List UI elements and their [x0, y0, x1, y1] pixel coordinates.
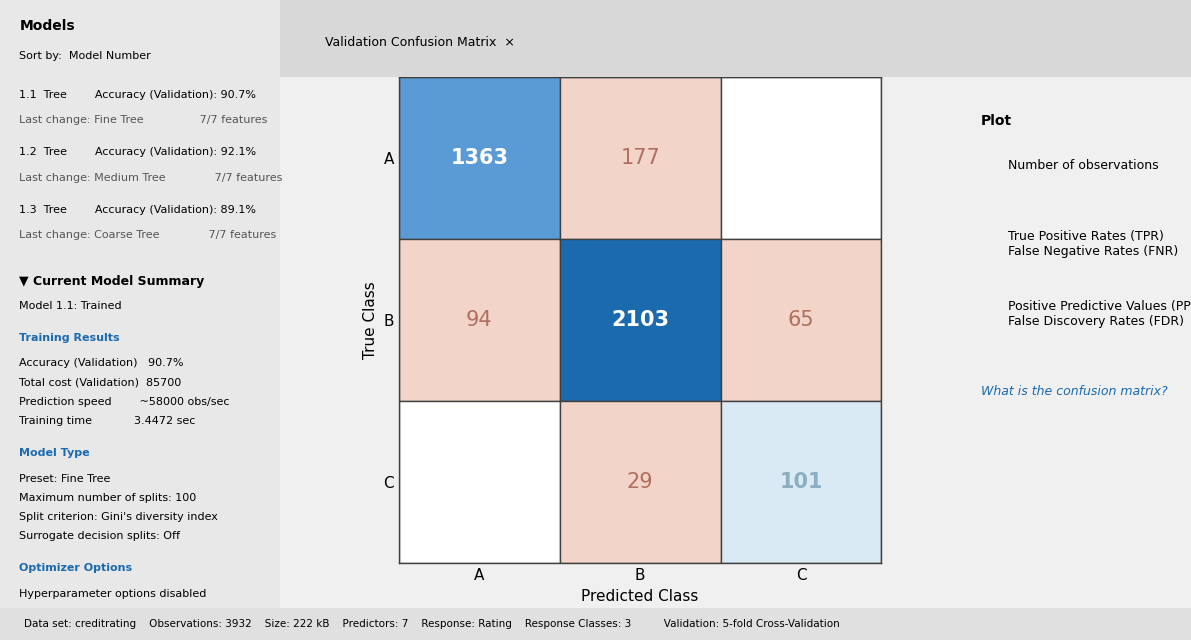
Text: Maximum number of splits: 100: Maximum number of splits: 100 [19, 493, 197, 503]
Text: Surrogate decision splits: Off: Surrogate decision splits: Off [19, 531, 180, 541]
Text: 94: 94 [466, 310, 493, 330]
Text: 1.1  Tree        Accuracy (Validation): 90.7%: 1.1 Tree Accuracy (Validation): 90.7% [19, 90, 256, 100]
X-axis label: Predicted Class: Predicted Class [581, 589, 699, 604]
Text: Number of observations: Number of observations [1008, 159, 1159, 172]
Text: Preset: Fine Tree: Preset: Fine Tree [19, 474, 111, 484]
Text: 177: 177 [621, 148, 660, 168]
Text: Data set: creditrating    Observations: 3932    Size: 222 kB    Predictors: 7   : Data set: creditrating Observations: 393… [24, 619, 840, 629]
Text: Optimizer Options: Optimizer Options [19, 563, 132, 573]
Text: Model 1.1: Trained: Model 1.1: Trained [19, 301, 121, 311]
Text: Hyperparameter options disabled: Hyperparameter options disabled [19, 589, 207, 599]
Text: Validation Confusion Matrix  ×: Validation Confusion Matrix × [325, 36, 516, 49]
Text: Training Results: Training Results [19, 333, 120, 343]
Text: True Positive Rates (TPR)
False Negative Rates (FNR): True Positive Rates (TPR) False Negative… [1008, 230, 1178, 258]
Text: Total cost (Validation)  85700: Total cost (Validation) 85700 [19, 378, 181, 388]
Title: Model 1.1: Model 1.1 [591, 49, 690, 67]
Bar [399, 239, 560, 401]
Text: 65: 65 [787, 310, 815, 330]
Text: 29: 29 [626, 472, 654, 492]
Text: Split criterion: Gini's diversity index: Split criterion: Gini's diversity index [19, 512, 218, 522]
Bar [399, 401, 560, 563]
Text: Training time            3.4472 sec: Training time 3.4472 sec [19, 416, 195, 426]
Text: Prediction speed        ~58000 obs/sec: Prediction speed ~58000 obs/sec [19, 397, 230, 407]
Text: Feature Selection: Feature Selection [19, 614, 130, 625]
Bar [721, 239, 881, 401]
Text: What is the confusion matrix?: What is the confusion matrix? [981, 385, 1167, 397]
Text: 2103: 2103 [611, 310, 669, 330]
Text: Accuracy (Validation)   90.7%: Accuracy (Validation) 90.7% [19, 358, 183, 369]
Text: ▼ Current Model Summary: ▼ Current Model Summary [19, 275, 205, 288]
Text: 1363: 1363 [450, 148, 509, 168]
Text: Sort by:  Model Number: Sort by: Model Number [19, 51, 151, 61]
Text: Model Type: Model Type [19, 448, 91, 458]
Bar [721, 77, 881, 239]
Text: Last change: Coarse Tree              7/7 features: Last change: Coarse Tree 7/7 features [19, 230, 276, 241]
Bar [399, 77, 560, 239]
Bar [560, 401, 721, 563]
Y-axis label: True Class: True Class [363, 281, 378, 359]
Bar [560, 239, 721, 401]
Text: Last change: Medium Tree              7/7 features: Last change: Medium Tree 7/7 features [19, 173, 282, 183]
Text: 1.2  Tree        Accuracy (Validation): 92.1%: 1.2 Tree Accuracy (Validation): 92.1% [19, 147, 256, 157]
Text: 101: 101 [779, 472, 823, 492]
Text: Models: Models [19, 19, 75, 33]
Text: Positive Predictive Values (PPV)
False Discovery Rates (FDR): Positive Predictive Values (PPV) False D… [1008, 300, 1191, 328]
Bar [721, 401, 881, 563]
Text: Last change: Fine Tree                7/7 features: Last change: Fine Tree 7/7 features [19, 115, 268, 125]
Text: Plot: Plot [981, 114, 1012, 127]
Text: 1.3  Tree        Accuracy (Validation): 89.1%: 1.3 Tree Accuracy (Validation): 89.1% [19, 205, 256, 215]
Bar [560, 77, 721, 239]
